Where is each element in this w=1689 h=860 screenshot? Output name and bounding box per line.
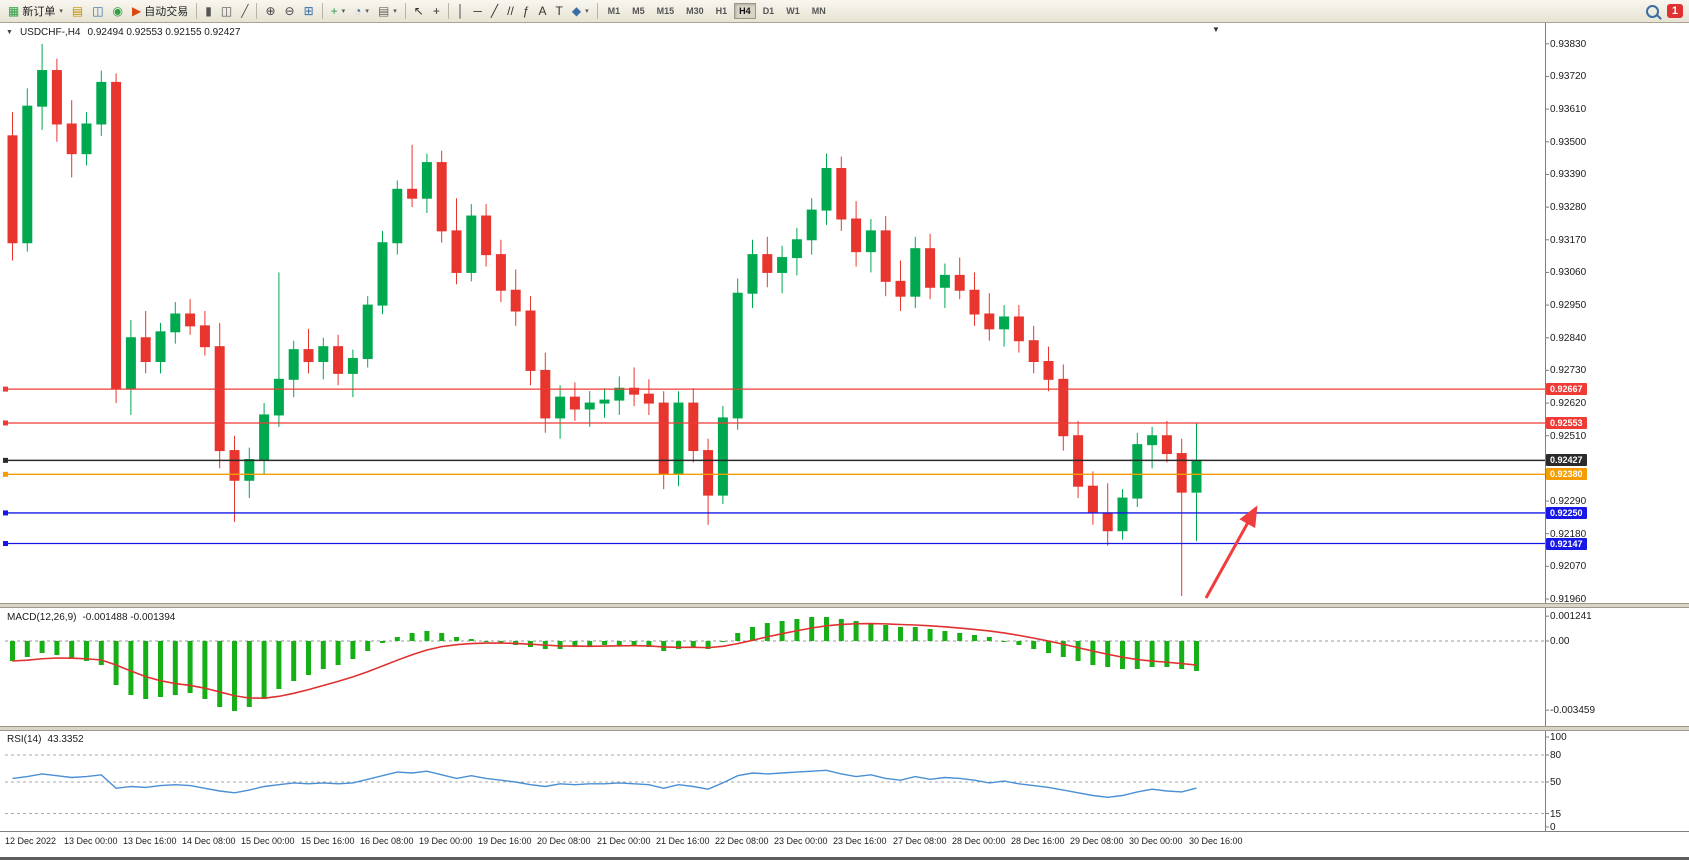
toolbar: ▦ 新订单 ▾ ▤ ◫ ◉ ▶ 自动交易 ▮ ◫ ╱ ⊕ ⊖ ⊞ + ▾ ◔ ▾ ▤ ▾ ↖ + │ ─ ╱//ƒ A T ◆ ▾ M1… [0, 0, 1689, 23]
dropdown-arrow-icon: ▾ [393, 8, 397, 15]
bar-chart-button[interactable]: ▮ [201, 3, 216, 19]
timeframe-m30-button[interactable]: M30 [686, 6, 704, 16]
auto-trading-icon: ▶ [132, 4, 142, 18]
dropdown-arrow-icon: ▾ [585, 8, 589, 15]
timeframe-mn-button[interactable]: MN [811, 6, 826, 16]
chart-plot-area[interactable] [0, 23, 1545, 603]
data-window-icon: ◉ [112, 4, 124, 18]
dropdown-arrow-icon: ▾ [341, 8, 346, 15]
horizontal-line-button[interactable]: ─ [469, 3, 486, 19]
vertical-line-icon: │ [456, 4, 465, 18]
cursor-button[interactable]: ↖ [410, 3, 428, 19]
timeframe-w1-button[interactable]: W1 [786, 6, 800, 16]
toolbar-separator [196, 3, 198, 19]
vertical-line-button[interactable]: │ [453, 3, 469, 19]
trendline-icon: ╱ [490, 4, 499, 18]
tile-windows-button[interactable]: ⊞ [300, 3, 318, 19]
line-chart-icon: ╱ [241, 4, 249, 18]
horizontal-line-icon: ─ [473, 4, 482, 18]
rsi-panel[interactable] [0, 731, 1545, 830]
fibonacci-button[interactable]: ƒ [519, 3, 534, 19]
zoom-out-icon: ⊖ [284, 4, 295, 18]
new-order-button[interactable]: ▦ 新订单 ▾ [4, 1, 67, 21]
templates-icon: ▤ [377, 4, 390, 18]
timeframe-h4-button[interactable]: H4 [734, 3, 756, 19]
toolbar-separator [447, 3, 449, 19]
timeframe-m15-button[interactable]: M15 [656, 6, 675, 16]
zoom-in-icon: ⊕ [265, 4, 276, 18]
data-window-button[interactable]: ◉ [109, 3, 127, 19]
crosshair-icon: + [432, 4, 440, 18]
bar-chart-icon: ▮ [205, 4, 212, 18]
fibonacci-icon: ƒ [522, 4, 530, 18]
line-chart-button[interactable]: ╱ [237, 3, 252, 19]
channel-button[interactable]: // [503, 3, 518, 19]
toolbar-right: 1 [1645, 4, 1685, 18]
crosshair-button[interactable]: + [429, 3, 444, 19]
new-order-button-label: 新订单 [22, 6, 56, 18]
timeframe-switcher: M1 M5 M15 M30 H1 H4 D1 W1 MN [602, 3, 832, 19]
chart-window-button[interactable]: ▤ [68, 3, 87, 19]
shapes-icon: ◆ [571, 4, 582, 18]
auto-trading-button-label: 自动交易 [144, 6, 189, 18]
periods-button[interactable]: ◔ ▾ [350, 3, 373, 19]
text-label-button[interactable]: T [552, 3, 567, 19]
chart-window-icon: ▤ [71, 4, 84, 18]
toolbar-separator [596, 3, 598, 19]
candlestick-chart-icon: ◫ [220, 4, 233, 18]
periods-icon: ◔ [354, 4, 362, 18]
profiles-button[interactable]: ◫ [88, 3, 107, 19]
trendline-button[interactable]: ╱ [487, 3, 502, 19]
cursor-icon: ↖ [413, 4, 424, 18]
new-order-icon: ▦ [8, 4, 20, 18]
templates-button[interactable]: ▤ ▾ [374, 3, 401, 19]
dropdown-arrow-icon: ▾ [365, 8, 369, 15]
candlestick-chart-button[interactable]: ◫ [217, 3, 236, 19]
window-bottom-edge [0, 857, 1689, 860]
dropdown-arrow-icon: ▾ [59, 8, 63, 15]
notifications-badge[interactable]: 1 [1666, 4, 1683, 18]
timeframe-m5-button[interactable]: M5 [632, 6, 645, 16]
toolbar-separator [404, 3, 406, 19]
zoom-out-button[interactable]: ⊖ [281, 3, 299, 19]
profiles-icon: ◫ [92, 4, 104, 18]
search-icon[interactable] [1645, 4, 1659, 18]
indicators-button[interactable]: + ▾ [327, 3, 350, 19]
shapes-button[interactable]: ◆ ▾ [568, 3, 593, 19]
tile-windows-icon: ⊞ [303, 4, 314, 18]
timeframe-m1-button[interactable]: M1 [607, 6, 621, 16]
channel-icon: // [507, 4, 514, 18]
toolbar-separator [321, 3, 323, 19]
time-axis[interactable] [0, 831, 1689, 857]
price-axis[interactable] [1545, 23, 1689, 831]
timeframe-d1-button[interactable]: D1 [762, 6, 775, 16]
text-button[interactable]: A [534, 3, 550, 19]
auto-trading-button[interactable]: ▶ 自动交易 [128, 1, 192, 21]
macd-panel[interactable] [0, 608, 1545, 726]
zoom-in-button[interactable]: ⊕ [261, 3, 279, 19]
timeframe-h1-button[interactable]: H1 [715, 6, 728, 16]
indicators-icon: + [330, 4, 338, 18]
text-icon: A [538, 4, 547, 18]
toolbar-buttons: ▦ 新订单 ▾ ▤ ◫ ◉ ▶ 自动交易 ▮ ◫ ╱ ⊕ ⊖ ⊞ + ▾ ◔ ▾ ▤ ▾ ↖ + │ ─ ╱//ƒ A T ◆ ▾ [4, 1, 601, 21]
text-label-icon: T [555, 4, 563, 18]
toolbar-separator [256, 3, 258, 19]
macd-rsi-splitter[interactable] [0, 726, 1689, 731]
chart-macd-splitter[interactable] [0, 603, 1689, 608]
